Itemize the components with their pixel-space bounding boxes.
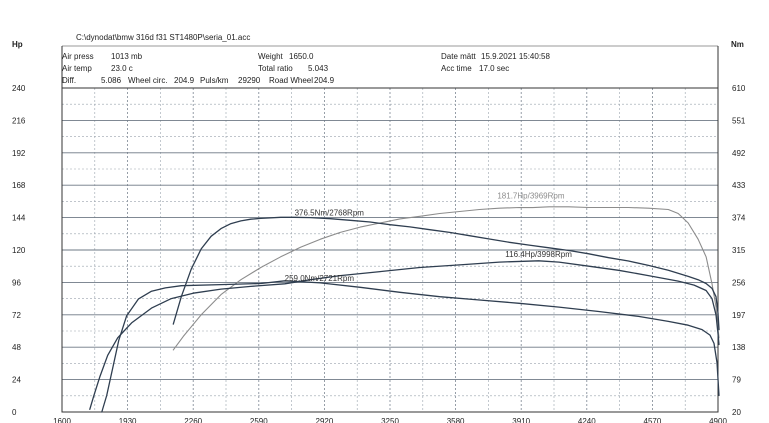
x-tick-label: 1930 xyxy=(119,417,137,423)
left-tick-label: 120 xyxy=(12,246,26,255)
peak-annotation: 116.4Hp/3998Rpm xyxy=(505,250,572,259)
left-tick-label: 216 xyxy=(12,116,26,125)
series-line-hp_wheel xyxy=(89,260,720,410)
x-tick-label: 2590 xyxy=(250,417,268,423)
diff-value: 5.086 xyxy=(101,76,122,85)
right-tick-label: 492 xyxy=(732,149,746,158)
right-tick-label: 138 xyxy=(732,343,746,352)
road-wheel-value: 204.9 xyxy=(314,76,335,85)
total-ratio-label: Total ratio xyxy=(258,64,293,73)
x-tick-label: 3910 xyxy=(512,417,530,423)
right-tick-label: 374 xyxy=(732,214,746,223)
left-axis-unit: Hp xyxy=(12,40,23,49)
right-tick-label: 551 xyxy=(732,116,746,125)
left-tick-label: 144 xyxy=(12,214,26,223)
peak-annotation: 259.0Nm/2721Rpm xyxy=(285,274,355,283)
total-ratio-value: 5.043 xyxy=(308,64,329,73)
series-line-torque_wheel xyxy=(101,280,720,413)
x-tick-label: 2260 xyxy=(184,417,202,423)
x-tick-label: 1600 xyxy=(53,417,71,423)
road-wheel-label: Road Wheel xyxy=(269,76,314,85)
wheel-circ-value: 204.9 xyxy=(174,76,195,85)
left-tick-label: 96 xyxy=(12,278,21,287)
right-tick-label: 315 xyxy=(732,246,746,255)
x-tick-label: 4240 xyxy=(578,417,596,423)
right-tick-label: 197 xyxy=(732,311,746,320)
air-press-value: 1013 mb xyxy=(111,52,143,61)
peak-annotation: 181.7Hp/3969Rpm xyxy=(497,192,564,201)
weight-value: 1650.0 xyxy=(289,52,314,61)
right-tick-label: 20 xyxy=(732,408,741,417)
left-tick-label: 0 xyxy=(12,408,17,417)
right-axis-unit: Nm xyxy=(731,40,744,49)
air-press-label: Air press xyxy=(62,52,94,61)
diff-label: Diff. xyxy=(62,76,77,85)
plot-frame xyxy=(61,87,719,413)
x-tick-label: 2920 xyxy=(316,417,334,423)
acc-time-value: 17.0 sec xyxy=(479,64,510,73)
wheel-circ-label: Wheel circ. xyxy=(128,76,168,85)
x-tick-label: 4570 xyxy=(644,417,662,423)
left-tick-label: 24 xyxy=(12,376,21,385)
right-tick-label: 433 xyxy=(732,181,746,190)
left-tick-label: 48 xyxy=(12,343,21,352)
acc-time-label: Acc time xyxy=(441,64,472,73)
air-temp-label: Air temp xyxy=(62,64,92,73)
right-tick-label: 256 xyxy=(732,278,746,287)
right-tick-label: 610 xyxy=(732,84,746,93)
puls-label: Puls/km xyxy=(200,76,229,85)
left-tick-label: 240 xyxy=(12,84,26,93)
left-tick-label: 72 xyxy=(12,311,21,320)
file-path: C:\dynodat\bmw 316d f31 ST1480P\seria_01… xyxy=(76,33,251,42)
left-tick-label: 192 xyxy=(12,149,26,158)
x-tick-label: 4900 xyxy=(709,417,727,423)
series-line-torque_bright xyxy=(172,216,720,331)
x-tick-label: 3580 xyxy=(447,417,465,423)
date-label: Date mätt xyxy=(441,52,476,61)
x-tick-label: 3250 xyxy=(381,417,399,423)
left-tick-label: 168 xyxy=(12,181,26,190)
puls-value: 29290 xyxy=(238,76,261,85)
right-tick-label: 79 xyxy=(732,376,741,385)
weight-label: Weight xyxy=(258,52,283,61)
date-value: 15.9.2021 15:40:58 xyxy=(481,52,550,61)
air-temp-value: 23.0 c xyxy=(111,64,133,73)
peak-annotation: 376.5Nm/2768Rpm xyxy=(295,208,365,217)
series-line-hp_bright xyxy=(172,206,720,351)
